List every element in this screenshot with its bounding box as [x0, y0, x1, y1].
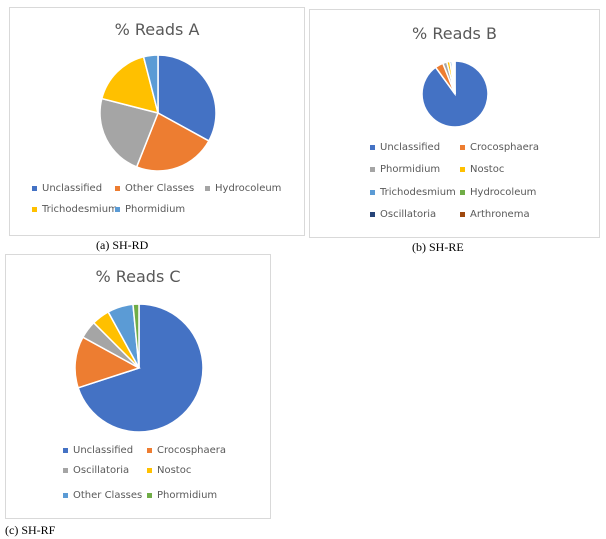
- legend-swatch: [63, 467, 68, 473]
- caption-b: (b) SH-RE: [412, 240, 464, 254]
- pie-chart-a: [99, 54, 217, 172]
- legend-label: Oscillatoria: [380, 209, 437, 220]
- legend-item-oscillatoria: Oscillatoria: [63, 465, 129, 476]
- legend-item-hydrocoleum: Hydrocoleum: [460, 187, 536, 198]
- legend-label: Nostoc: [157, 465, 192, 476]
- legend-label: Oscillatoria: [73, 465, 130, 476]
- legend-swatch: [370, 189, 375, 195]
- legend-item-nostoc: Nostoc: [147, 465, 191, 476]
- legend-label: Trichodesmium: [380, 187, 456, 198]
- pie-chart-b: [421, 60, 489, 128]
- legend-swatch: [32, 206, 37, 212]
- legend-a: Unclassified Other Classes Hydrocoleum Tric…: [10, 8, 306, 237]
- legend-label: Hydrocoleum: [215, 183, 282, 194]
- chart-panel-a: % Reads A Unclassified Other Classes Hydro…: [9, 7, 305, 236]
- legend-swatch: [115, 185, 120, 191]
- legend-label: Hydrocoleum: [470, 187, 537, 198]
- legend-item-other-classes: Other Classes: [115, 183, 194, 194]
- chart-title-a: % Reads A: [114, 20, 200, 39]
- legend-swatch: [147, 447, 152, 453]
- chart-panel-b: % Reads B Unclassified Crocosphaera Phormi…: [309, 9, 600, 238]
- chart-panel-c: % Reads C Unclassified Crocosphaera Oscill…: [5, 254, 271, 519]
- legend-label: Arthronema: [470, 209, 530, 220]
- legend-item-phormidium: Phormidium: [370, 164, 440, 175]
- legend-item-trichodesmium: Trichodesmium: [32, 204, 118, 215]
- caption-c: (c) SH-RF: [5, 523, 56, 537]
- pie-slice-unclassified: [77, 303, 204, 433]
- pie-slice-other-classes: [135, 111, 210, 172]
- legend-label: Unclassified: [42, 183, 103, 194]
- legend-swatch: [460, 166, 465, 172]
- legend-item-nostoc: Nostoc: [460, 164, 504, 175]
- pie-slice-hydrocoleum: [99, 97, 160, 168]
- legend-swatch: [370, 144, 375, 150]
- pie-slice-phormidium: [132, 303, 140, 369]
- pie-slice-arthronema: [453, 60, 456, 95]
- caption-a: (a) SH-RD: [96, 238, 149, 252]
- pie-slice-phormidium: [142, 54, 159, 114]
- legend-swatch: [147, 467, 152, 473]
- legend-item-unclassified: Unclassified: [63, 445, 133, 456]
- legend-item-unclassified: Unclassified: [32, 183, 102, 194]
- legend-label: Crocosphaera: [470, 142, 540, 153]
- pie-slice-unclassified: [157, 54, 217, 142]
- legend-item-hydrocoleum: Hydrocoleum: [205, 183, 281, 194]
- legend-swatch: [63, 447, 68, 453]
- legend-item-crocosphaera: Crocosphaera: [460, 142, 539, 153]
- legend-label: Unclassified: [73, 445, 134, 456]
- legend-b: Unclassified Crocosphaera Phormidium Nostoc…: [310, 10, 601, 239]
- legend-swatch: [205, 185, 210, 191]
- pie-slice-trichodesmium: [100, 55, 160, 115]
- legend-label: Phormidium: [157, 490, 218, 501]
- legend-label: Crocosphaera: [157, 445, 227, 456]
- legend-label: Nostoc: [470, 164, 505, 175]
- legend-swatch: [147, 492, 152, 498]
- legend-item-arthronema: Arthronema: [460, 209, 530, 220]
- legend-label: Other Classes: [125, 183, 195, 194]
- legend-item-other-classes: Other Classes: [63, 490, 142, 501]
- pie-chart-c: [74, 303, 204, 433]
- legend-swatch: [460, 211, 465, 217]
- legend-swatch: [115, 206, 120, 212]
- legend-swatch: [460, 144, 465, 150]
- chart-title-c: % Reads C: [95, 267, 181, 286]
- chart-title-b: % Reads B: [412, 24, 497, 43]
- legend-item-oscillatoria: Oscillatoria: [370, 209, 436, 220]
- legend-swatch: [370, 211, 375, 217]
- legend-label: Phormidium: [125, 204, 186, 215]
- legend-label: Trichodesmium: [42, 204, 118, 215]
- legend-item-unclassified: Unclassified: [370, 142, 440, 153]
- legend-item-phormidium: Phormidium: [147, 490, 217, 501]
- legend-label: Phormidium: [380, 164, 441, 175]
- legend-item-trichodesmium: Trichodesmium: [370, 187, 456, 198]
- legend-swatch: [460, 189, 465, 195]
- legend-swatch: [32, 185, 37, 191]
- legend-label: Other Classes: [73, 490, 143, 501]
- legend-c: Unclassified Crocosphaera Oscillatoria Nost…: [6, 255, 272, 520]
- legend-swatch: [370, 166, 375, 172]
- legend-item-crocosphaera: Crocosphaera: [147, 445, 226, 456]
- legend-swatch: [63, 492, 68, 498]
- legend-item-phormidium: Phormidium: [115, 204, 185, 215]
- legend-label: Unclassified: [380, 142, 441, 153]
